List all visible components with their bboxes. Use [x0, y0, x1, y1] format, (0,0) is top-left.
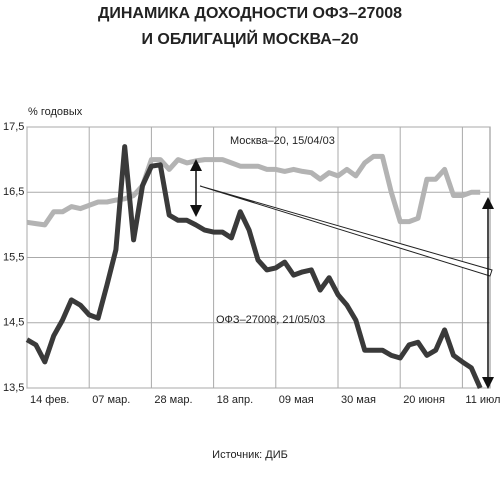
x-tick-label: 28 мар. [154, 394, 192, 406]
series-line [26, 153, 481, 228]
series-annotation: ОФЗ–27008, 21/05/03 [216, 314, 325, 326]
x-tick-label: 14 фев. [30, 394, 69, 406]
y-tick-label: 17,5 [3, 121, 24, 133]
plot: 13,5 14,5 15,5 16,5 17,5 14 фев. 07 мар. 28 мар… [3, 121, 500, 406]
x-tick-label: 18 апр. [217, 394, 254, 406]
x-tick-label: 30 мая [341, 394, 376, 406]
x-tick-label: 07 мар. [92, 394, 130, 406]
series-annotation: Москва–20, 15/04/03 [230, 135, 335, 147]
chart-title: И ОБЛИГАЦИЙ МОСКВА–20 [141, 29, 358, 48]
series-line [25, 144, 483, 390]
y-tick-label: 15,5 [3, 251, 24, 263]
y-tick-label: 16,5 [3, 186, 24, 198]
y-axis-label: % годовых [28, 106, 83, 118]
x-tick-label: 20 июня [403, 394, 445, 406]
y-tick-label: 14,5 [3, 317, 24, 329]
trend-arrow [199, 185, 493, 277]
source: Источник: ДИБ [212, 449, 288, 461]
x-tick-label: 09 мая [279, 394, 314, 406]
chart-title: ДИНАМИКА ДОХОДНОСТИ ОФЗ–27008 [98, 5, 402, 22]
y-tick-label: 13,5 [3, 382, 24, 394]
x-tick-label: 11 июля [465, 394, 500, 406]
